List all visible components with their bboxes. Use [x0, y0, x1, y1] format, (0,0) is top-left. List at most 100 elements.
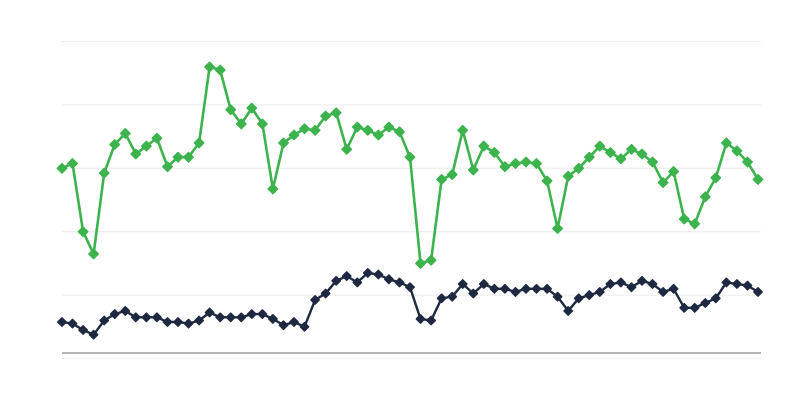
navy-series-marker [130, 312, 141, 323]
navy-series-marker [616, 277, 626, 288]
navy-series-marker [246, 309, 257, 319]
green-series-marker [373, 129, 384, 141]
navy-series-marker [394, 277, 405, 288]
green-series-marker [257, 118, 268, 130]
green-series-marker [710, 172, 722, 184]
green-series-marker [288, 129, 300, 141]
navy-series-marker [531, 283, 542, 294]
green-series-marker [721, 137, 732, 149]
green-series-marker [520, 156, 532, 168]
green-series-marker [235, 118, 247, 130]
green-series-marker [499, 161, 511, 173]
navy-series-marker [573, 293, 584, 304]
navy-series-marker [278, 320, 289, 331]
navy-series-marker [373, 269, 384, 280]
navy-series-marker [236, 312, 247, 323]
green-series-marker [446, 169, 458, 180]
navy-series-marker [542, 283, 552, 294]
navy-series-marker [584, 290, 595, 300]
navy-series-marker [152, 312, 162, 323]
green-series-marker [552, 223, 563, 234]
green-series-marker [562, 170, 574, 182]
green-series-marker [246, 102, 258, 114]
green-series-marker [583, 151, 595, 163]
navy-series-marker [352, 277, 363, 288]
green-series-marker [541, 175, 553, 187]
green-series-marker [119, 128, 131, 139]
green-series-marker [341, 143, 353, 155]
navy-series-marker [710, 293, 721, 304]
green-series-marker [457, 124, 469, 136]
navy-series-marker [732, 279, 742, 289]
green-series-marker [151, 132, 163, 144]
green-series-marker [351, 121, 363, 133]
green-series-marker [98, 167, 110, 179]
navy-series-marker [162, 317, 173, 327]
green-series-marker [130, 148, 142, 160]
green-series-marker [636, 148, 648, 160]
navy-series-marker [183, 318, 194, 329]
navy-series-marker [194, 315, 204, 326]
navy-series-marker [478, 279, 489, 289]
green-series-marker [657, 177, 669, 188]
navy-series-marker [468, 288, 479, 299]
green-series-marker [510, 158, 521, 169]
green-series-marker [647, 156, 658, 168]
navy-series-marker [489, 283, 500, 294]
navy-series-marker [679, 302, 690, 313]
green-series-marker [752, 174, 764, 185]
green-series-marker [605, 147, 616, 158]
navy-series-marker [415, 314, 426, 324]
navy-series-marker [57, 317, 67, 327]
green-series-marker [67, 158, 78, 169]
green-series-marker [299, 123, 310, 135]
green-series-marker [689, 218, 701, 230]
navy-series-marker [426, 315, 436, 326]
green-series-marker [183, 151, 194, 163]
navy-series-marker [405, 282, 415, 293]
green-series-marker [77, 226, 89, 238]
navy-series-marker [552, 291, 563, 302]
green-series-marker [56, 162, 68, 174]
navy-series-marker [626, 282, 637, 293]
green-series-marker [214, 64, 226, 76]
navy-series-marker [215, 312, 226, 323]
navy-series-marker [225, 312, 236, 323]
navy-series-marker [647, 279, 658, 289]
navy-series-marker [99, 315, 110, 326]
navy-series-marker [268, 314, 278, 324]
green-series-marker [172, 151, 184, 163]
green-series-marker [699, 191, 711, 203]
navy-series-marker [257, 309, 268, 319]
green-series-marker [415, 258, 426, 269]
green-series-marker [88, 248, 99, 260]
green-series-marker [626, 143, 637, 155]
green-series-marker [573, 162, 585, 174]
green-series-marker [425, 254, 437, 266]
green-series-marker [383, 121, 395, 133]
navy-series-marker [563, 306, 574, 316]
green-series-marker [394, 126, 405, 138]
green-series-marker [478, 140, 490, 152]
green-series-marker [678, 213, 690, 225]
navy-series-marker [331, 275, 342, 286]
navy-series-marker [362, 268, 373, 278]
navy-series-marker [320, 288, 331, 299]
navy-series-marker [120, 306, 131, 316]
navy-series-marker [88, 329, 99, 340]
green-series-marker [362, 124, 374, 136]
navy-series-marker [204, 307, 215, 318]
green-series-marker [731, 145, 743, 157]
navy-series-marker [457, 279, 468, 289]
green-series-marker [668, 166, 679, 177]
green-series-marker [404, 151, 416, 163]
navy-series-marker [689, 302, 700, 313]
navy-series-marker [637, 275, 647, 286]
navy-series-marker [447, 291, 458, 302]
green-series-marker [278, 137, 289, 149]
navy-series-marker [594, 287, 605, 297]
green-series-marker [193, 137, 205, 149]
navy-series-marker [668, 283, 679, 294]
green-series-marker [225, 104, 237, 116]
